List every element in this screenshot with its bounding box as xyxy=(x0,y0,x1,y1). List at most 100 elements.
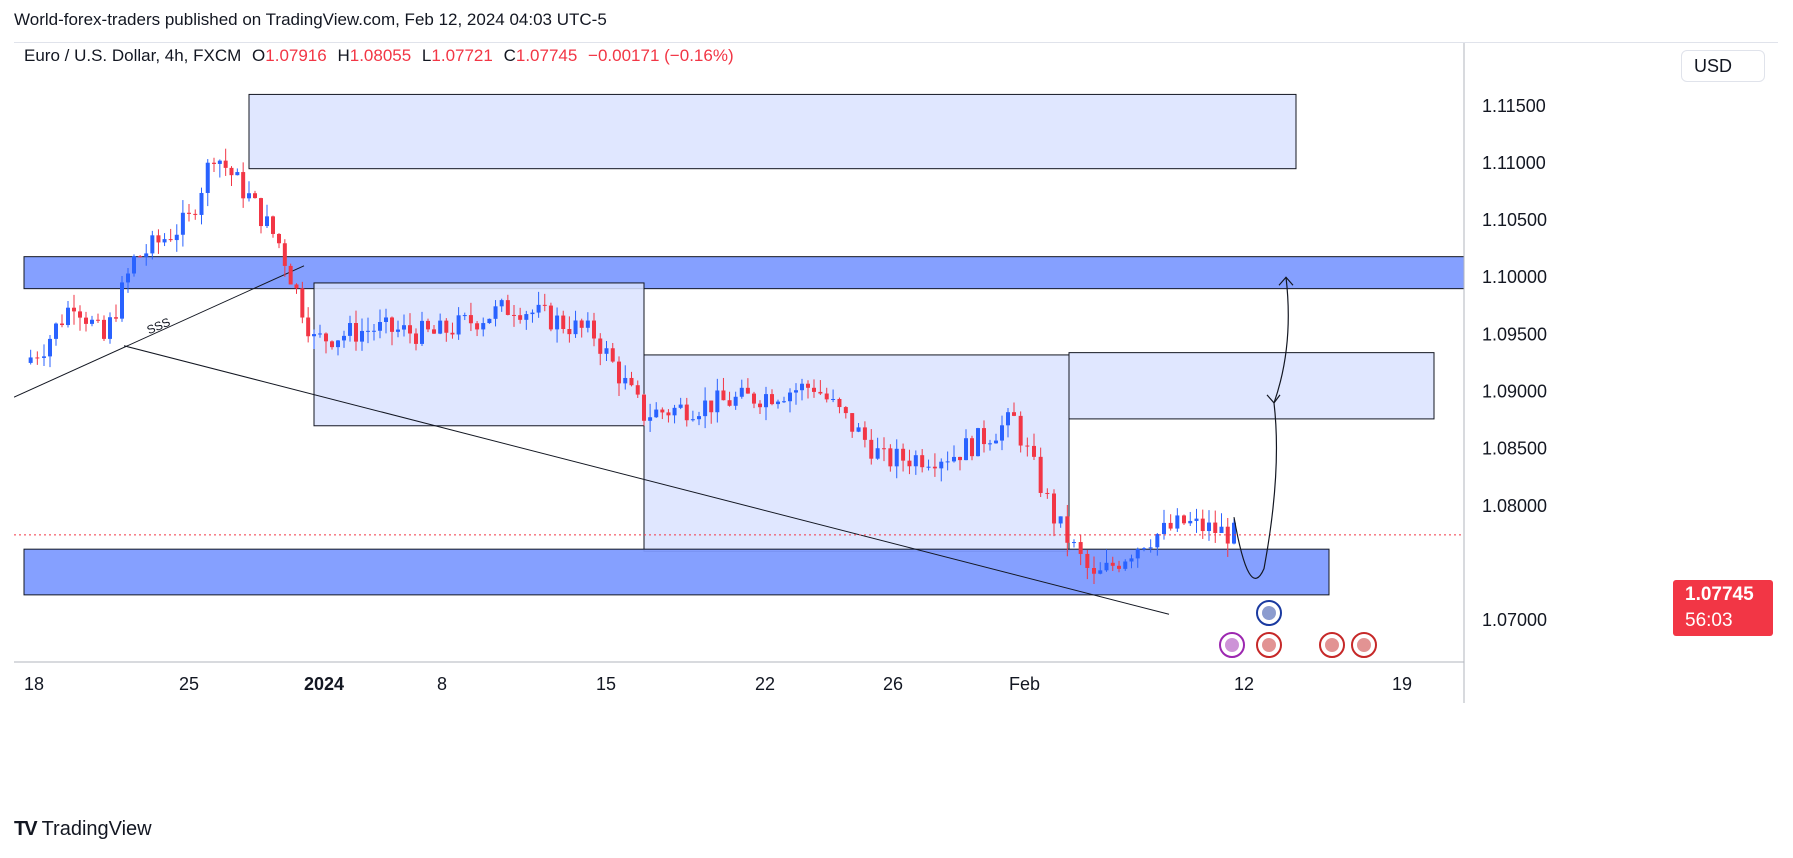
candle-body xyxy=(96,319,100,321)
candle-body xyxy=(1006,412,1010,426)
candle-body xyxy=(402,325,406,330)
candle-body xyxy=(193,213,198,215)
overlays-layer xyxy=(1219,276,1377,658)
candle-body xyxy=(745,387,750,394)
candle-body xyxy=(660,409,665,413)
candle-body xyxy=(932,466,937,469)
candle-body xyxy=(450,332,455,335)
candle-body xyxy=(1065,516,1070,543)
close-label: C xyxy=(503,46,516,65)
time-tick-label: 18 xyxy=(24,674,44,694)
tradingview-logo-icon: TV xyxy=(14,818,38,840)
candle-body xyxy=(548,305,553,330)
candle-body xyxy=(982,428,986,445)
candle-body xyxy=(426,320,430,330)
candle-body xyxy=(120,282,124,319)
candle-body xyxy=(78,311,82,318)
candle-body xyxy=(678,404,683,408)
candle-body xyxy=(72,307,76,312)
us-flag-icon-inner xyxy=(1357,638,1371,652)
candle-body xyxy=(408,325,412,334)
time-tick-label: 26 xyxy=(883,674,903,694)
chart-canvas[interactable]: SSS 1.115001.110001.105001.100001.095001… xyxy=(14,43,1778,805)
candle-body xyxy=(1110,562,1115,566)
candle-body xyxy=(888,448,893,467)
candle-body xyxy=(585,320,590,328)
candle-body xyxy=(561,315,566,330)
tradingview-logo[interactable]: TV TradingView xyxy=(14,818,152,841)
candle-body xyxy=(1194,518,1199,521)
candle-body xyxy=(1213,522,1218,533)
candle-body xyxy=(579,320,584,328)
candle-body xyxy=(499,300,504,307)
candle-body xyxy=(187,212,191,214)
candle-body xyxy=(277,233,281,244)
candle-body xyxy=(939,461,944,469)
candle-body xyxy=(1025,445,1030,447)
candle-body xyxy=(672,407,677,416)
candle-body xyxy=(976,428,980,457)
candle-body xyxy=(475,323,480,330)
candle-body xyxy=(212,162,216,164)
candle-body xyxy=(666,412,671,416)
candle-body xyxy=(1018,415,1023,446)
candle-body xyxy=(812,387,816,392)
candle-body xyxy=(84,317,88,324)
candle-body xyxy=(1135,549,1140,559)
zone-demand-1.0725 xyxy=(23,548,1330,596)
candle-body xyxy=(642,394,646,421)
high-value: 1.08055 xyxy=(349,46,412,65)
candle-body xyxy=(348,323,352,336)
candle-body xyxy=(1162,522,1166,535)
candle-body xyxy=(300,288,305,318)
candle-body xyxy=(715,390,720,413)
candle-body xyxy=(384,317,388,322)
zone-resistance-1.10 xyxy=(23,256,1465,290)
currency-button[interactable]: USD xyxy=(1681,50,1765,82)
candle-body xyxy=(90,319,94,324)
candle-countdown: 56:03 xyxy=(1685,610,1733,631)
candle-body xyxy=(235,172,240,176)
candle-body xyxy=(970,438,974,457)
candle-body xyxy=(481,323,486,330)
candle-body xyxy=(468,315,473,324)
candle-body xyxy=(824,393,829,400)
ascending-trendline xyxy=(14,265,305,398)
candle-body xyxy=(1038,456,1043,493)
projection-path xyxy=(1233,277,1289,579)
zone-range-jan xyxy=(313,282,645,427)
zone-supply-top xyxy=(248,93,1297,170)
symbol-label[interactable]: Euro / U.S. Dollar, 4h, FXCM xyxy=(24,46,242,65)
candle-body xyxy=(1232,522,1236,544)
candle-body xyxy=(48,338,52,357)
candle-body xyxy=(733,396,738,406)
candle-body xyxy=(788,392,792,402)
candle-body xyxy=(958,456,962,461)
candle-body xyxy=(901,448,906,461)
candle-body xyxy=(1032,445,1036,457)
candle-body xyxy=(420,320,424,344)
candle-body xyxy=(875,448,880,459)
candle-body xyxy=(782,401,786,403)
publisher-line: World-forex-traders published on Trading… xyxy=(14,10,607,29)
projection-arrowhead-2 xyxy=(1278,276,1294,286)
candle-body xyxy=(1092,568,1096,574)
zone-target-zone xyxy=(1068,352,1435,420)
eu-flag-icon-inner xyxy=(1262,606,1276,620)
chart-area[interactable]: SSS 1.11500 1.11000 1.10500 1.10000 1.09500 1… xyxy=(14,42,1778,805)
candle-body xyxy=(456,315,461,335)
candle-body xyxy=(1085,553,1090,568)
high-label: H xyxy=(337,46,350,65)
change-value: −0.00171 (−0.16%) xyxy=(588,46,734,65)
candle-body xyxy=(518,315,523,320)
candle-body xyxy=(623,377,628,384)
candle-body xyxy=(1045,492,1050,494)
candle-body xyxy=(542,304,547,306)
candle-body xyxy=(126,273,130,283)
candle-body xyxy=(920,455,925,468)
candle-body xyxy=(831,398,836,400)
candle-body xyxy=(156,235,161,243)
candle-body xyxy=(869,439,874,459)
candle-body xyxy=(1148,547,1153,549)
candle-body xyxy=(253,193,257,199)
